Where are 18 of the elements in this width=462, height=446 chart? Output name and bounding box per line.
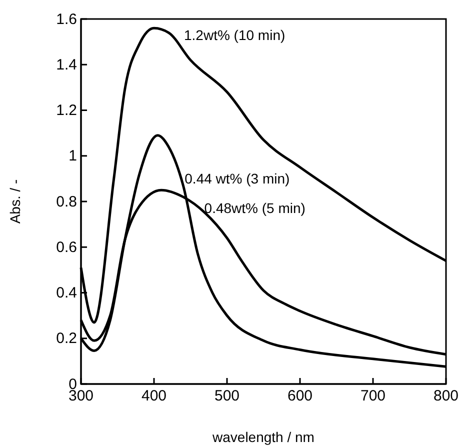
y-tick-label: 1.2 bbox=[56, 102, 77, 120]
x-tick-label: 700 bbox=[360, 388, 386, 405]
x-tick-label: 500 bbox=[214, 388, 240, 405]
y-tick-label: 1.4 bbox=[56, 56, 77, 74]
y-tick-label: 0.6 bbox=[56, 238, 77, 256]
y-tick-label: 1.6 bbox=[56, 10, 77, 28]
series-label: 0.48wt% (5 min) bbox=[204, 200, 306, 216]
y-tick-label: 0.8 bbox=[56, 193, 77, 210]
x-tick-label: 400 bbox=[141, 388, 167, 405]
x-tick-label: 800 bbox=[433, 388, 459, 405]
y-tick-label: 0.4 bbox=[56, 284, 77, 302]
y-tick-label: 0.2 bbox=[56, 330, 77, 348]
y-tick-label: 1 bbox=[68, 148, 77, 165]
x-axis-title: wavelength / nm bbox=[212, 429, 314, 445]
series-label: 0.44 wt% (3 min) bbox=[184, 170, 290, 186]
series-label: 1.2wt% (10 min) bbox=[184, 27, 286, 44]
y-axis-title: Abs. / - bbox=[7, 178, 23, 224]
x-tick-label: 600 bbox=[287, 388, 313, 405]
